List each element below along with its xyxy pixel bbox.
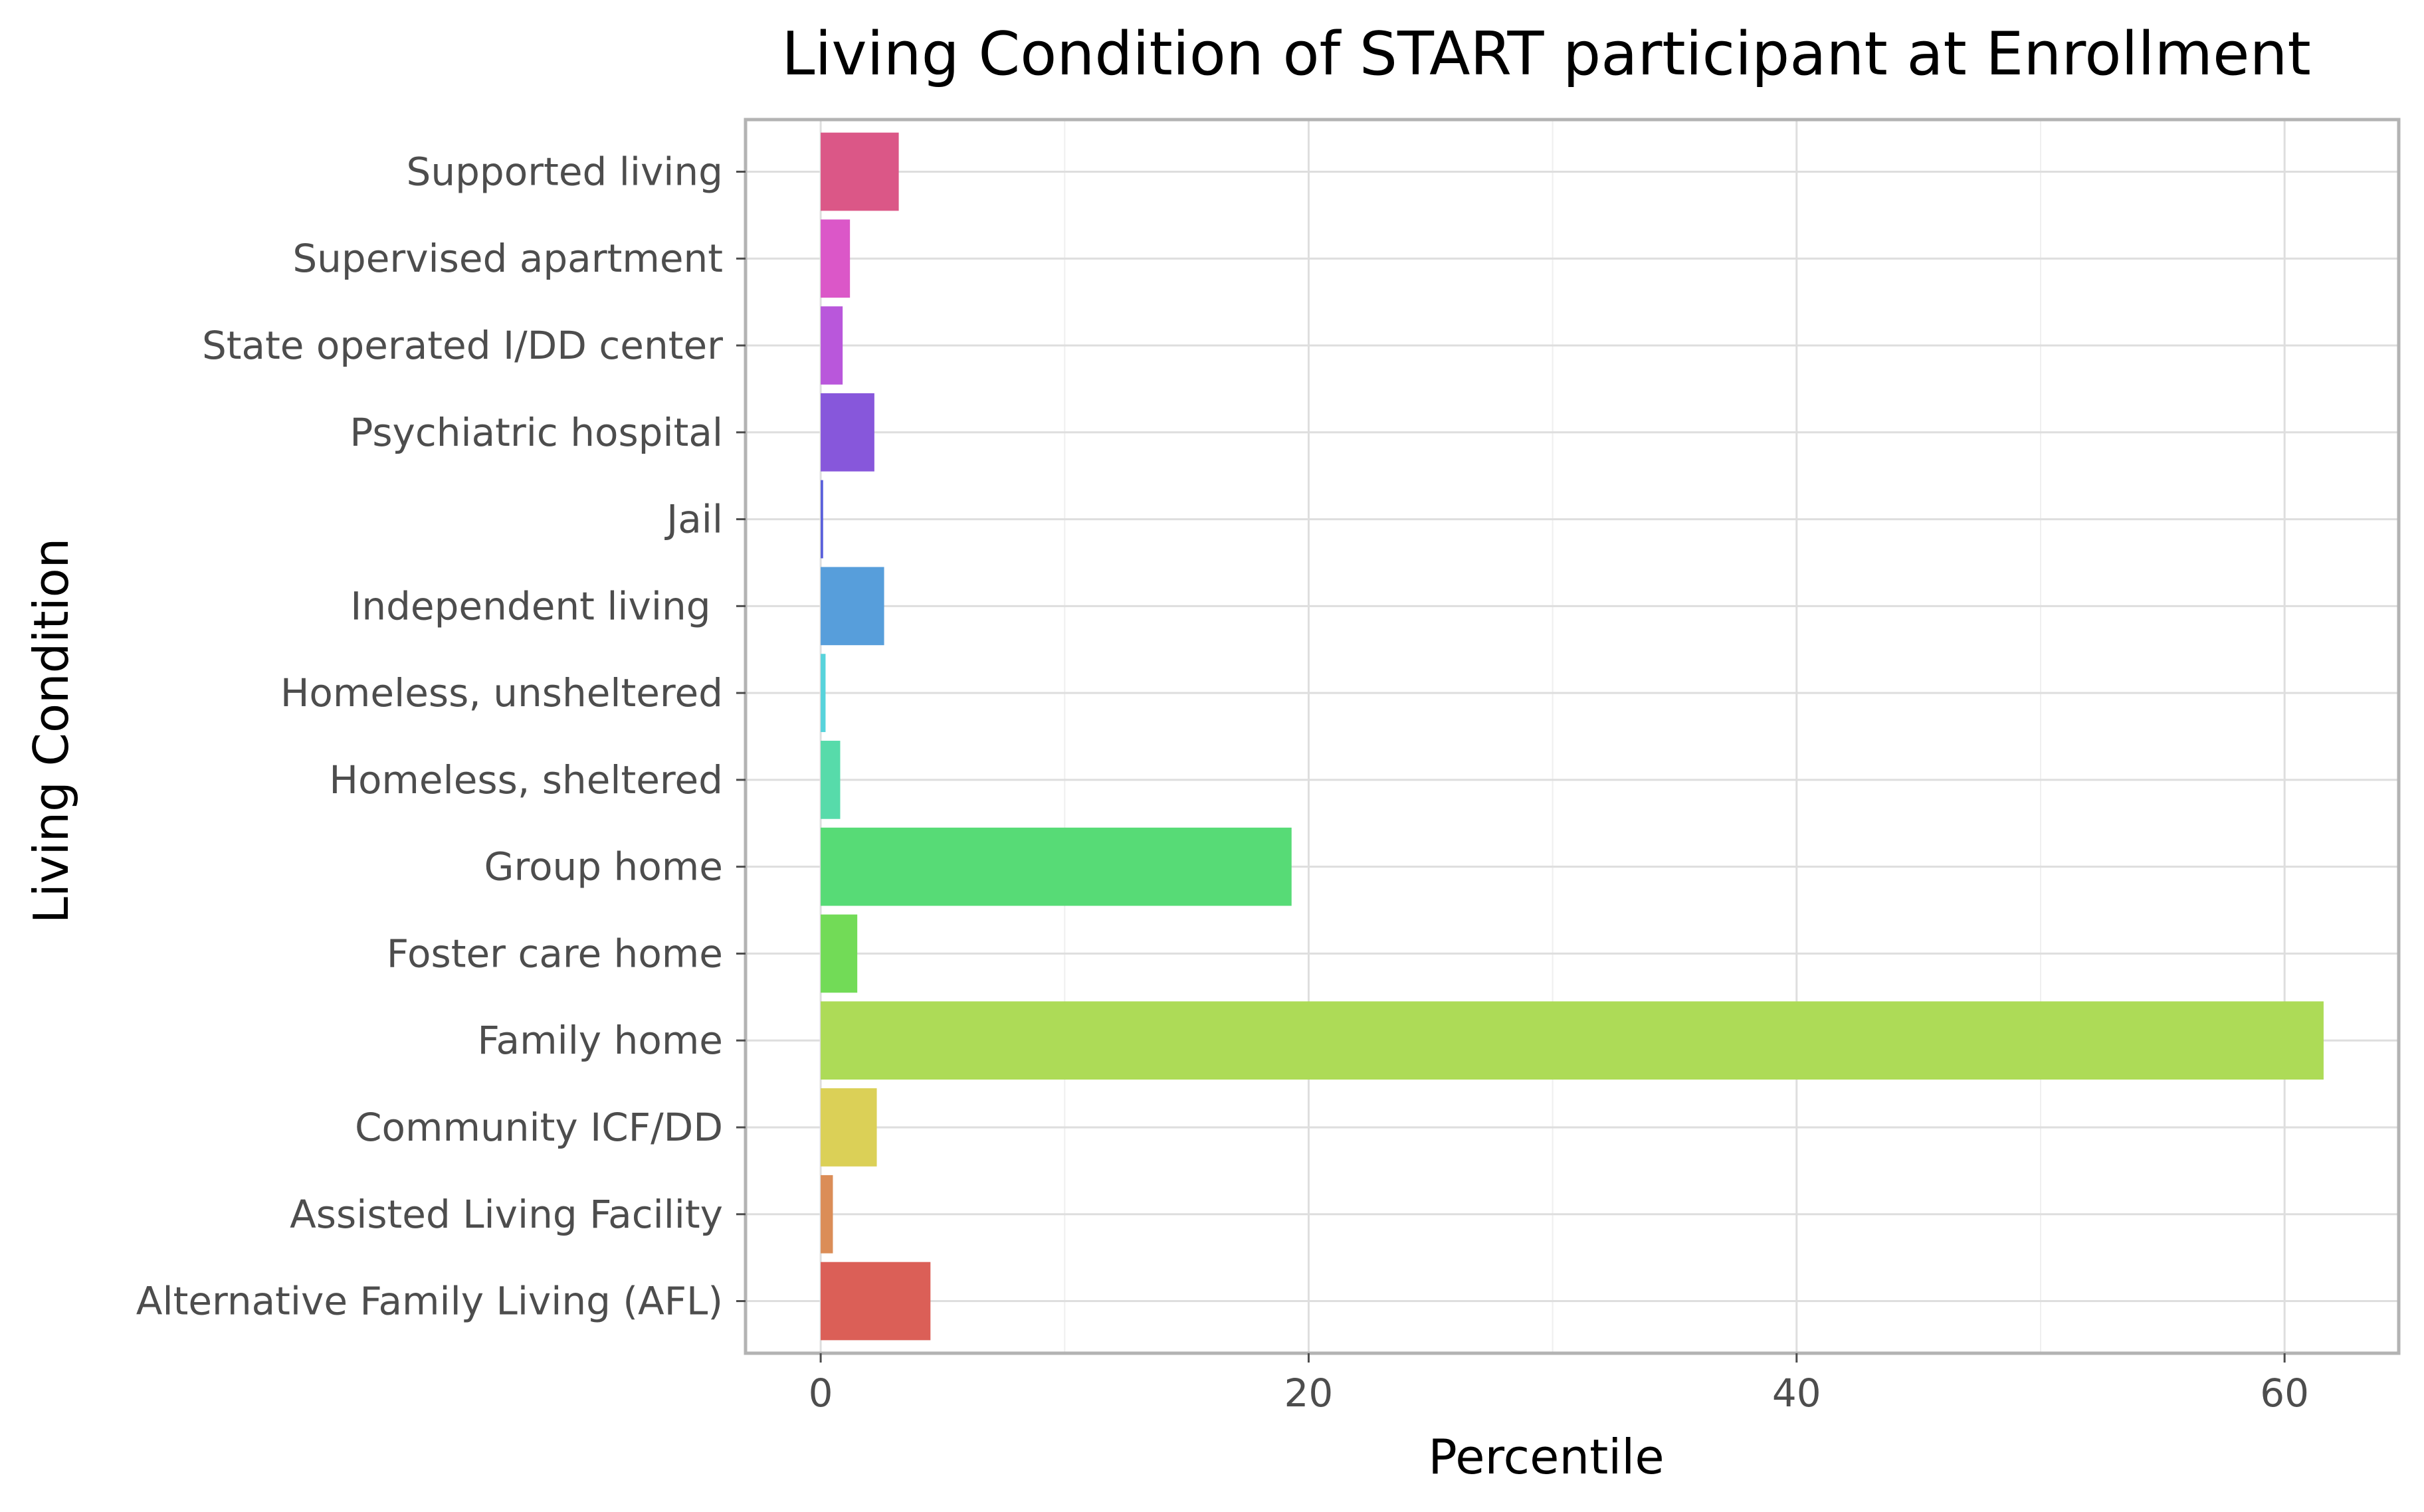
gridlines — [746, 120, 2399, 1353]
bar — [821, 1175, 833, 1254]
y-tick-label: Family home — [478, 1018, 724, 1063]
y-axis-ticks: Alternative Family Living (AFL) Assisted … — [136, 149, 746, 1324]
y-tick-label: Supported living — [407, 149, 723, 194]
bar — [821, 1001, 2324, 1080]
x-tick-label: 0 — [809, 1370, 833, 1416]
x-tick-label: 20 — [1284, 1370, 1334, 1416]
y-tick-label: Supervised apartment — [292, 236, 723, 281]
bar — [821, 827, 1292, 906]
y-tick-label: Homeless, sheltered — [329, 757, 723, 803]
y-tick-label: Assisted Living Facility — [290, 1192, 723, 1237]
chart-title: Living Condition of START participant at… — [781, 19, 2311, 89]
y-tick-label: Community ICF/DD — [355, 1105, 723, 1150]
x-tick-label: 60 — [2260, 1370, 2309, 1416]
y-tick-label: Homeless, unsheltered — [280, 670, 723, 715]
bar — [821, 1088, 877, 1167]
bar — [821, 654, 826, 732]
y-tick-label: Independent living — [350, 583, 723, 628]
bar — [821, 914, 858, 993]
x-axis-title: Percentile — [1428, 1429, 1664, 1485]
y-axis-title: Living Condition — [23, 538, 79, 924]
y-tick-label: Alternative Family Living (AFL) — [136, 1279, 723, 1324]
bars — [821, 132, 2324, 1341]
bar — [821, 219, 851, 298]
plot-frame — [744, 118, 2401, 1355]
y-tick-label: State operated I/DD center — [202, 323, 723, 368]
y-tick-label: Jail — [664, 497, 723, 542]
bar — [821, 132, 899, 211]
y-tick-label: Group home — [484, 844, 723, 890]
bar — [821, 567, 884, 646]
bar — [821, 480, 823, 559]
bar — [821, 306, 843, 385]
y-tick-label: Psychiatric hospital — [350, 410, 723, 455]
x-axis-ticks: 0 20 40 60 — [809, 1353, 2309, 1416]
y-tick-label: Foster care home — [387, 931, 723, 976]
bar — [821, 1262, 931, 1341]
bar — [821, 741, 841, 819]
bar — [821, 393, 874, 472]
x-tick-label: 40 — [1772, 1370, 1821, 1416]
